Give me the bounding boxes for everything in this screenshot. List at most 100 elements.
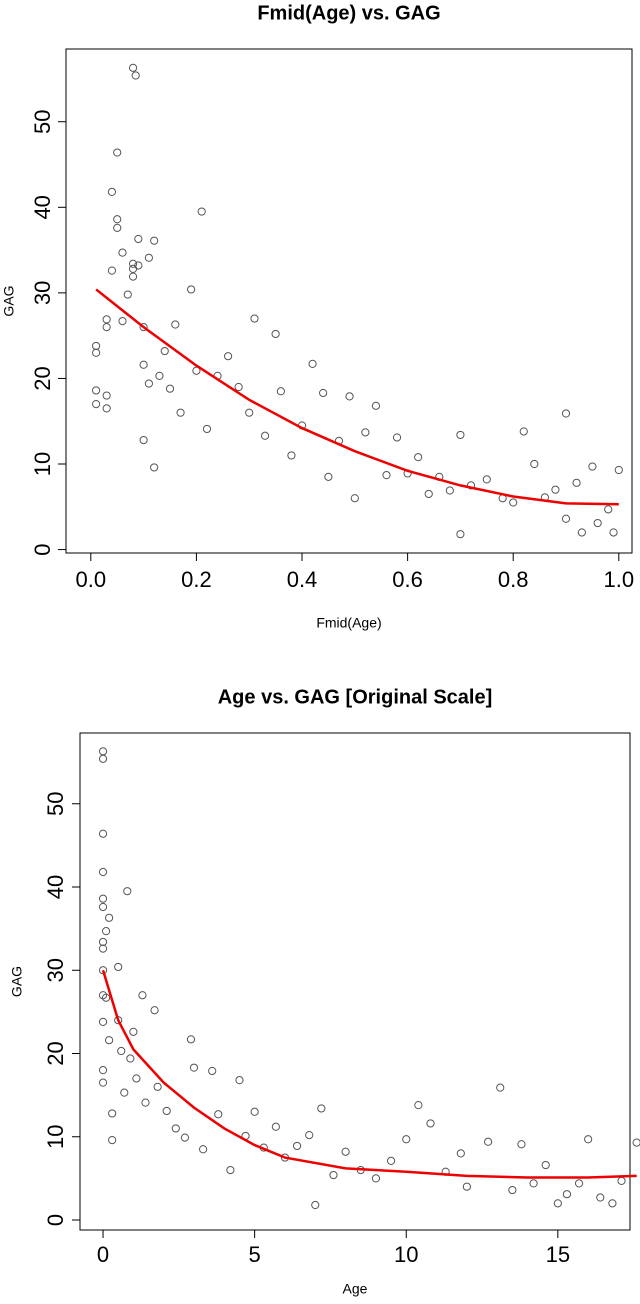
data-point: [102, 404, 111, 413]
data-point: [414, 453, 423, 462]
data-point: [165, 384, 175, 393]
data-point: [250, 1107, 259, 1116]
data-point: [561, 514, 571, 523]
data-point: [345, 392, 354, 401]
data-point: [260, 431, 270, 440]
data-point: [98, 747, 108, 756]
data-point: [250, 314, 259, 323]
data-point: [129, 1027, 138, 1036]
data-point: [456, 1149, 465, 1158]
data-point: [319, 388, 328, 398]
x-tick-label: 0: [97, 1242, 109, 1267]
data-point: [171, 1124, 180, 1133]
data-point: [529, 1179, 538, 1188]
data-point: [118, 248, 127, 257]
data-point: [271, 329, 280, 339]
chart-title: Age vs. GAG [Original Scale]: [218, 686, 493, 708]
data-point: [202, 424, 212, 434]
data-point: [271, 1122, 280, 1131]
x-tick-label: 10: [394, 1242, 418, 1267]
data-point: [113, 215, 122, 224]
data-point: [131, 71, 140, 80]
data-point: [208, 1066, 217, 1076]
data-point: [102, 315, 111, 324]
data-point: [593, 518, 602, 528]
data-point: [350, 494, 359, 503]
data-point: [176, 408, 185, 417]
x-tick-label: 0.0: [76, 567, 107, 592]
data-point: [572, 478, 581, 487]
x-tick-label: 15: [546, 1242, 570, 1267]
data-point: [98, 1017, 108, 1026]
data-point: [509, 498, 518, 507]
data-point: [414, 1101, 423, 1110]
data-point: [223, 352, 233, 361]
data-point: [102, 391, 111, 400]
data-point: [108, 1109, 117, 1118]
data-point: [123, 887, 132, 896]
y-tick-label: 30: [43, 958, 68, 982]
data-point: [139, 435, 148, 445]
y-tick-label: 10: [43, 1125, 68, 1149]
data-point: [128, 259, 138, 268]
data-point: [139, 360, 148, 369]
data-point: [132, 1074, 141, 1083]
data-point: [123, 290, 132, 299]
x-tick-label: 0.6: [392, 567, 423, 592]
data-point: [101, 927, 111, 936]
data-point: [541, 1160, 550, 1170]
data-point: [382, 471, 391, 480]
data-point: [150, 236, 159, 245]
data-point: [98, 867, 108, 877]
plot-box: [65, 48, 633, 554]
data-point: [162, 1106, 171, 1116]
data-point: [308, 359, 317, 368]
data-point: [596, 1193, 605, 1202]
data-point: [386, 1156, 396, 1166]
data-point: [371, 1174, 381, 1183]
data-point: [632, 1138, 640, 1147]
data-point: [482, 475, 491, 484]
y-axis-title: GAG: [1, 285, 17, 316]
data-point: [180, 1133, 190, 1142]
data-point: [108, 1135, 117, 1145]
chart-title: Fmid(Age) vs. GAG: [257, 2, 440, 24]
y-tick-label: 20: [43, 1041, 68, 1065]
data-point: [98, 1066, 108, 1075]
data-point: [134, 234, 143, 244]
y-tick-label: 0: [30, 543, 55, 555]
data-point: [245, 408, 254, 417]
data-point: [150, 1006, 159, 1015]
data-point: [361, 428, 370, 437]
data-point: [311, 1200, 320, 1210]
data-point: [113, 148, 122, 157]
y-tick-label: 0: [43, 1214, 68, 1226]
y-tick-label: 40: [30, 195, 55, 219]
y-tick-label: 50: [30, 109, 55, 133]
data-point: [588, 462, 597, 471]
data-point: [118, 317, 127, 326]
data-point: [144, 253, 153, 262]
data-point: [171, 320, 180, 329]
data-point: [160, 346, 169, 356]
data-point: [98, 937, 108, 947]
data-point: [126, 1054, 135, 1063]
y-axis-title: GAG: [9, 966, 25, 997]
data-point: [102, 322, 111, 332]
data-point: [235, 1076, 244, 1085]
data-point: [608, 1199, 617, 1208]
y-tick-label: 30: [30, 281, 55, 305]
data-point: [91, 386, 101, 395]
data-point: [424, 489, 433, 499]
data-point: [113, 223, 122, 232]
data-point: [426, 1119, 435, 1128]
data-point: [153, 1082, 162, 1091]
data-point: [114, 962, 123, 972]
data-point: [551, 485, 560, 494]
fit-line: [95, 288, 619, 506]
data-point: [324, 472, 333, 481]
data-point: [317, 1104, 326, 1113]
y-tick-label: 10: [30, 452, 55, 476]
